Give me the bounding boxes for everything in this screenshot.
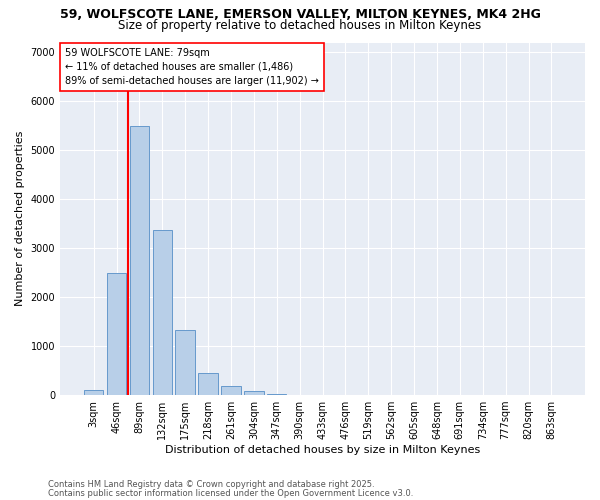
Bar bbox=[267, 394, 286, 395]
Bar bbox=[84, 390, 103, 395]
Text: 59 WOLFSCOTE LANE: 79sqm
← 11% of detached houses are smaller (1,486)
89% of sem: 59 WOLFSCOTE LANE: 79sqm ← 11% of detach… bbox=[65, 48, 319, 86]
Text: Contains HM Land Registry data © Crown copyright and database right 2025.: Contains HM Land Registry data © Crown c… bbox=[48, 480, 374, 489]
Bar bbox=[175, 330, 195, 395]
Y-axis label: Number of detached properties: Number of detached properties bbox=[15, 131, 25, 306]
Bar bbox=[221, 386, 241, 395]
X-axis label: Distribution of detached houses by size in Milton Keynes: Distribution of detached houses by size … bbox=[165, 445, 480, 455]
Text: Contains public sector information licensed under the Open Government Licence v3: Contains public sector information licen… bbox=[48, 488, 413, 498]
Bar bbox=[199, 372, 218, 395]
Bar bbox=[107, 272, 126, 395]
Bar bbox=[152, 230, 172, 395]
Text: Size of property relative to detached houses in Milton Keynes: Size of property relative to detached ho… bbox=[118, 19, 482, 32]
Bar bbox=[130, 126, 149, 395]
Text: 59, WOLFSCOTE LANE, EMERSON VALLEY, MILTON KEYNES, MK4 2HG: 59, WOLFSCOTE LANE, EMERSON VALLEY, MILT… bbox=[59, 8, 541, 20]
Bar bbox=[244, 390, 263, 395]
